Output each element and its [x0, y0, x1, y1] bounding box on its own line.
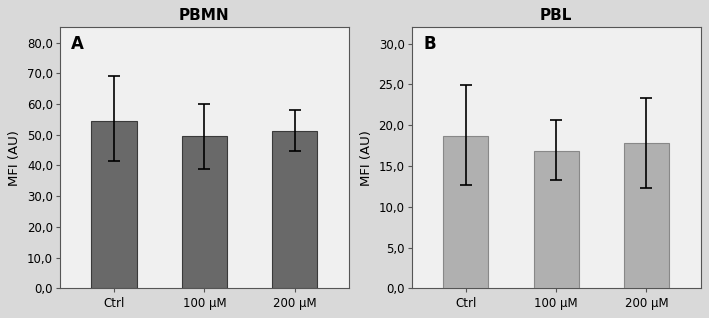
Bar — [91, 121, 137, 288]
Bar — [443, 136, 489, 288]
Bar — [182, 136, 227, 288]
Bar — [624, 143, 669, 288]
Y-axis label: MFI (AU): MFI (AU) — [360, 130, 373, 186]
Title: PBMN: PBMN — [179, 8, 230, 23]
Bar — [272, 131, 318, 288]
Y-axis label: MFI (AU): MFI (AU) — [9, 130, 21, 186]
Title: PBL: PBL — [540, 8, 572, 23]
Bar — [534, 151, 579, 288]
Text: A: A — [72, 35, 84, 53]
Text: B: B — [423, 35, 436, 53]
